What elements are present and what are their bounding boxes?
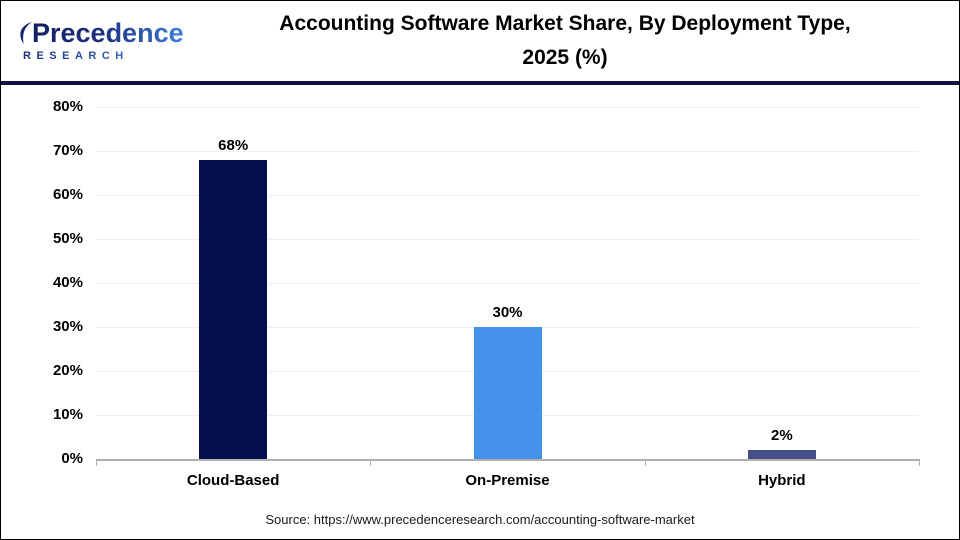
- y-tick-label: 30%: [52, 318, 83, 335]
- logo-row: Precedence: [17, 20, 184, 47]
- y-tick-label: 50%: [52, 230, 83, 247]
- gridline: [96, 283, 919, 284]
- x-axis-tick: [96, 459, 97, 466]
- precedence-logo: Precedence RESEARCH: [1, 20, 184, 62]
- x-axis-tick: [370, 459, 372, 466]
- category-label: On-Premise: [465, 472, 550, 489]
- bar-value-label: 2%: [770, 427, 793, 445]
- bar-cloud-based: [199, 159, 268, 459]
- chart-title-line2: 2025 (%): [522, 46, 608, 69]
- gridline: [96, 195, 919, 196]
- source-text: Source: https://www.precedenceresearch.c…: [265, 512, 695, 527]
- x-axis-line: [96, 459, 920, 461]
- gridline: [96, 239, 919, 240]
- logo-leaf-icon: [20, 21, 33, 44]
- y-tick-label: 70%: [52, 142, 83, 159]
- y-tick-label: 20%: [52, 362, 83, 379]
- gridline: [96, 151, 919, 152]
- logo-wordmark: Precedence: [32, 18, 184, 48]
- category-label: Hybrid: [758, 472, 806, 489]
- bar-chart: 0% 10% 20% 30% 40% 50% 60% 70% 80% 68% Cloud-Based…: [1, 85, 959, 509]
- category-label: Cloud-Based: [186, 472, 280, 489]
- y-tick-label: 60%: [52, 186, 83, 203]
- chart-title: Accounting Software Market Share, By Dep…: [179, 7, 959, 75]
- y-tick-label: 10%: [52, 406, 83, 423]
- logo-subtext: RESEARCH: [17, 50, 179, 62]
- chart-title-line1: Accounting Software Market Share, By Dep…: [279, 12, 851, 35]
- x-axis-tick: [919, 459, 920, 466]
- y-tick-label: 40%: [52, 274, 83, 291]
- gridline: [96, 107, 919, 108]
- y-tick-label: 80%: [52, 98, 83, 115]
- bar-value-label: 30%: [492, 304, 523, 321]
- bar-on-premise: [473, 327, 542, 459]
- bar-value-label: 68%: [218, 136, 249, 154]
- y-tick-label: 0%: [61, 450, 83, 467]
- header: Precedence RESEARCH Accounting Software …: [1, 1, 959, 85]
- bar-hybrid: [747, 450, 816, 459]
- x-axis-tick: [644, 459, 646, 466]
